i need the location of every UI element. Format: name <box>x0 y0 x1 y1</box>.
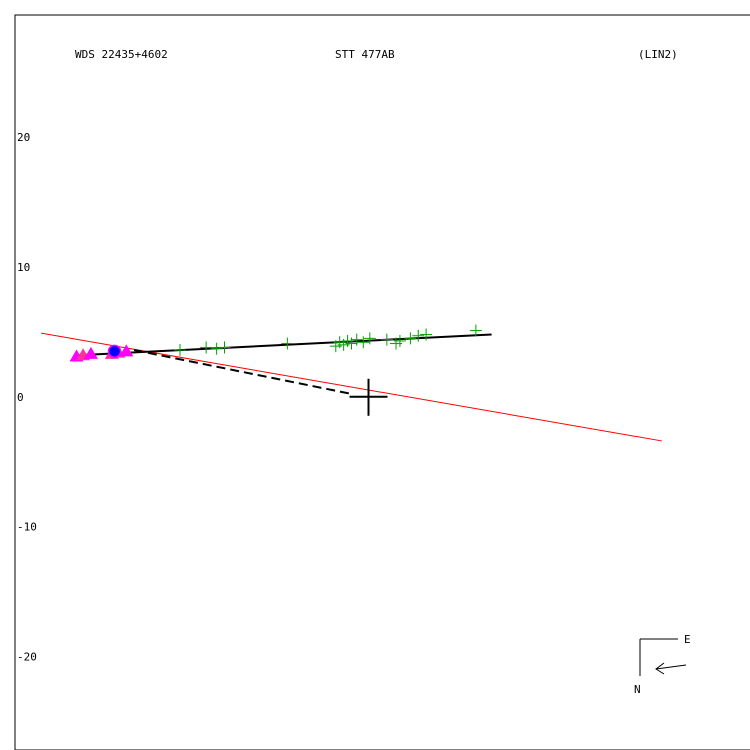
header-left-label: WDS 22435+4602 <box>75 48 168 61</box>
y-tick-label: -10 <box>17 521 37 534</box>
circle-point <box>109 345 121 357</box>
y-tick-label: 10 <box>17 261 30 274</box>
y-tick-label: 20 <box>17 131 30 144</box>
y-tick-label: 0 <box>17 391 24 404</box>
header-center-label: STT 477AB <box>335 48 395 61</box>
compass-east-label: E <box>684 633 691 646</box>
y-tick-label: -20 <box>17 651 37 664</box>
header-right-label: (LIN2) <box>638 48 678 61</box>
compass-north-label: N <box>634 683 641 696</box>
